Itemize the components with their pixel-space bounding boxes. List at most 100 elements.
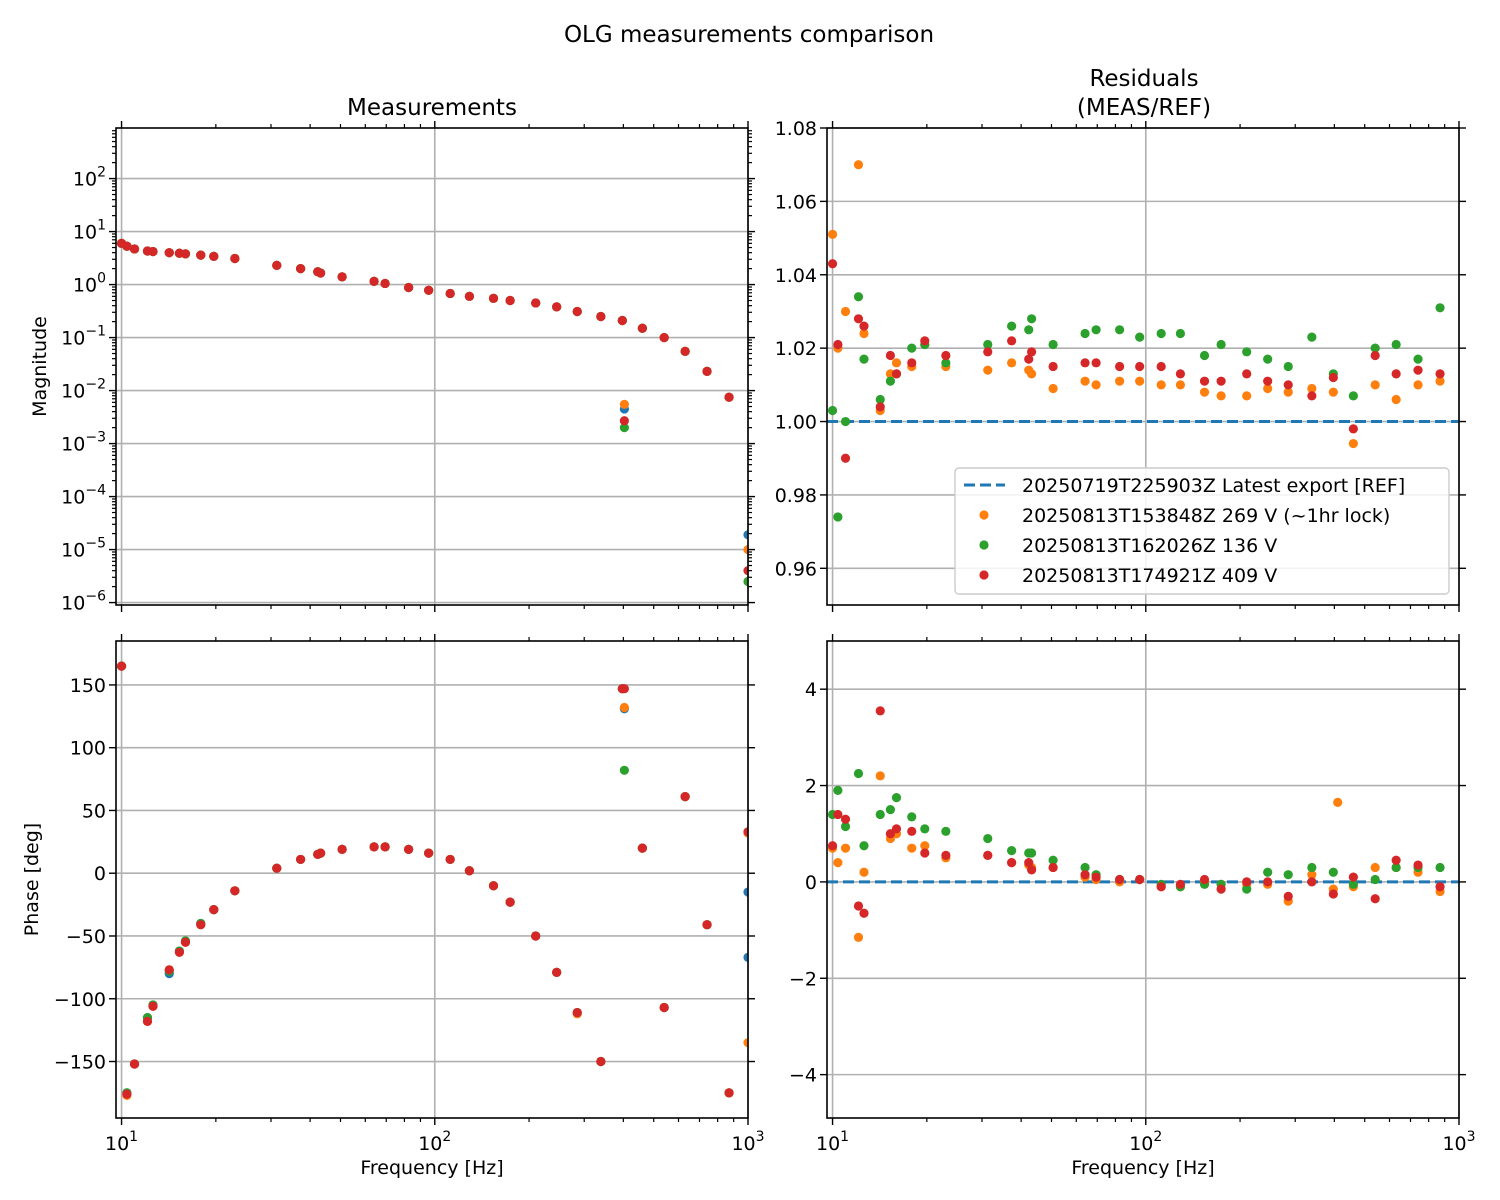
- data-point: [891, 824, 902, 834]
- data-point: [907, 812, 917, 822]
- y-tick-label: −4: [789, 1065, 817, 1087]
- data-point: [1027, 347, 1037, 357]
- data-point: [1370, 862, 1380, 873]
- data-point: [885, 805, 896, 815]
- data-point: [1435, 303, 1445, 313]
- y-tick-label: 100: [73, 271, 106, 297]
- data-point: [1328, 387, 1338, 397]
- data-point: [1080, 862, 1090, 873]
- data-point: [743, 827, 748, 837]
- data-point: [1027, 369, 1037, 379]
- data-point: [142, 1016, 153, 1026]
- data-point: [743, 530, 748, 540]
- data-point: [619, 765, 629, 775]
- data-point: [1263, 383, 1273, 394]
- data-point: [1080, 376, 1090, 386]
- y-tick-label: −2: [789, 968, 817, 990]
- y-tick-label: 2: [805, 776, 817, 798]
- data-point: [1391, 394, 1401, 405]
- data-point: [891, 369, 902, 379]
- data-point: [1024, 858, 1034, 868]
- data-point: [424, 848, 434, 858]
- data-point: [983, 850, 993, 861]
- data-point: [619, 423, 629, 433]
- data-point: [1413, 380, 1423, 390]
- panel-phase: 101 102 103 −150 −100 −50 0 50 100 150 Frequency […: [21, 634, 765, 1179]
- data-point: [1091, 872, 1101, 882]
- data-point: [572, 306, 582, 317]
- data-point: [464, 291, 475, 301]
- data-point: [196, 920, 206, 930]
- data-point: [891, 358, 902, 368]
- data-point: [230, 886, 240, 896]
- legend-label: 20250813T153848Z 269 V (~1hr lock): [1022, 505, 1390, 527]
- data-point: [840, 416, 851, 427]
- legend-swatch: [979, 510, 989, 520]
- x-axis-label: Frequency [Hz]: [360, 1157, 503, 1179]
- data-point: [1413, 365, 1423, 375]
- data-point: [619, 416, 629, 426]
- data-point: [596, 311, 606, 322]
- data-point: [1413, 860, 1423, 870]
- x-tick-label: 102: [418, 1129, 451, 1155]
- data-point: [1156, 361, 1166, 372]
- data-point: [1175, 380, 1186, 390]
- data-point: [1175, 369, 1186, 379]
- data-point: [1370, 874, 1380, 885]
- data-point: [743, 887, 748, 897]
- data-point: [1263, 867, 1273, 877]
- data-point: [941, 826, 951, 836]
- data-point: [1216, 391, 1226, 401]
- data-point: [1216, 339, 1226, 350]
- data-point: [1048, 339, 1058, 350]
- data-point: [1007, 858, 1017, 868]
- data-point: [180, 937, 191, 947]
- data-point: [1283, 380, 1293, 390]
- data-point: [833, 785, 843, 795]
- panel-mag: 10−6 10−5 10−4 10−3 10−2 10−1 100 101 102 Measure…: [29, 95, 755, 615]
- data-point: [337, 272, 347, 282]
- x-tick-label: 103: [1442, 1129, 1475, 1155]
- data-point: [637, 843, 647, 853]
- data-point: [724, 1088, 734, 1098]
- data-point: [859, 841, 869, 851]
- data-point: [464, 866, 475, 876]
- data-point: [941, 358, 951, 368]
- data-point: [1348, 424, 1358, 434]
- data-point: [853, 768, 864, 779]
- data-point: [1199, 376, 1210, 386]
- data-point: [1348, 879, 1358, 889]
- data-point: [1135, 376, 1145, 386]
- y-tick-label: 10−5: [61, 536, 106, 562]
- figure-title: OLG measurements comparison: [564, 22, 934, 48]
- data-point: [941, 850, 951, 861]
- points-phase_res: [827, 706, 1445, 942]
- data-point: [1216, 884, 1226, 894]
- data-point: [1435, 862, 1445, 873]
- data-point: [572, 1007, 582, 1018]
- data-point: [1370, 343, 1380, 353]
- data-point: [129, 244, 140, 254]
- data-point: [1242, 369, 1252, 379]
- data-point: [316, 848, 326, 858]
- data-point: [404, 844, 414, 854]
- data-point: [1175, 879, 1186, 889]
- data-point: [1242, 347, 1252, 357]
- data-point: [1348, 872, 1358, 882]
- points-phase: [116, 661, 748, 1101]
- data-point: [296, 854, 306, 865]
- y-tick-label: 1.00: [775, 412, 817, 434]
- y-tick-label: −150: [54, 1052, 106, 1074]
- data-point: [1199, 387, 1210, 397]
- data-point: [859, 867, 869, 877]
- data-point: [1199, 874, 1210, 885]
- y-tick-label: 0.96: [775, 558, 817, 580]
- data-point: [174, 947, 185, 957]
- data-point: [1027, 314, 1037, 324]
- data-point: [1391, 855, 1401, 865]
- axes-frame: [826, 640, 1460, 1119]
- data-point: [743, 1038, 748, 1048]
- data-point: [1091, 358, 1101, 368]
- y-tick-label: 10−6: [61, 589, 106, 615]
- axes-frame: [826, 127, 1460, 606]
